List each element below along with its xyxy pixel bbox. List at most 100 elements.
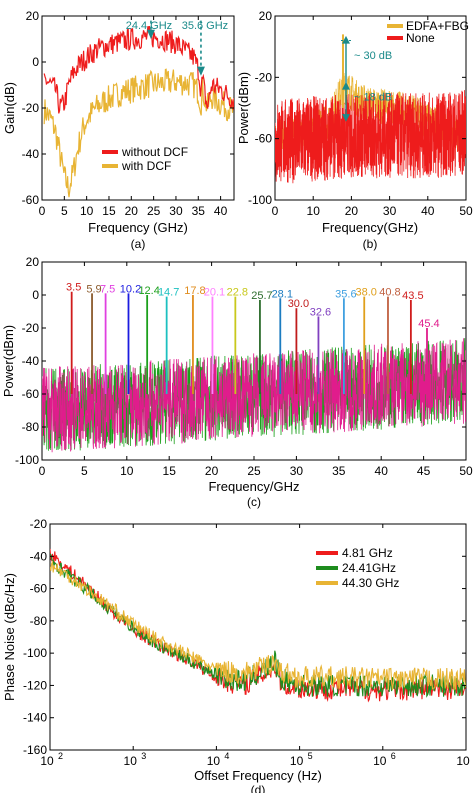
x-tick-label: 25 xyxy=(247,464,261,478)
x-tick-exponent: 6 xyxy=(391,751,396,761)
annotation-18db-arrow xyxy=(341,114,350,122)
y-tick-label: -120 xyxy=(23,678,47,692)
y-axis-label-c: Power(dBm) xyxy=(1,325,16,397)
x-tick-label: 0 xyxy=(39,464,46,478)
x-tick-label: 15 xyxy=(163,464,177,478)
peak-label: 40.8 xyxy=(379,287,400,299)
peak-label: 32.6 xyxy=(310,306,331,318)
x-tick-exponent: 3 xyxy=(141,751,146,761)
x-tick-label: 10 xyxy=(207,754,221,768)
noise-floor-layer-1 xyxy=(42,338,466,453)
annotation-18db-arrow-top xyxy=(341,81,350,90)
annotation-label-0: 24.4 GHz xyxy=(126,20,172,32)
panel-label-a: (a) xyxy=(131,237,146,251)
legend-label: 24.41GHz xyxy=(342,561,396,575)
y-tick-label: -160 xyxy=(23,743,47,757)
x-axis-label-c: Frequency/GHz xyxy=(208,479,299,494)
series-line-4.81-ghz xyxy=(50,548,466,703)
y-tick-label: -60 xyxy=(22,387,40,401)
peak-label: 3.5 xyxy=(66,282,81,294)
y-tick-label: -60 xyxy=(30,582,48,596)
x-tick-label: 20 xyxy=(345,204,359,218)
y-axis-label-a: Gain(dB) xyxy=(2,82,17,134)
y-tick-label: -140 xyxy=(23,711,47,725)
x-tick-label: 20 xyxy=(125,204,139,218)
peak-label: 30.0 xyxy=(288,298,309,310)
peak-label: 20.1 xyxy=(204,287,225,299)
y-axis-label-d: Phase Noise (dBc/Hz) xyxy=(2,573,17,701)
x-tick-label: 10 xyxy=(120,464,134,478)
y-tick-label: 20 xyxy=(26,9,40,23)
x-tick-label: 0 xyxy=(272,204,279,218)
x-tick-label: 10 xyxy=(373,754,387,768)
panel-label-b: (b) xyxy=(363,237,378,251)
legend-label: None xyxy=(406,31,435,45)
y-tick-label: -60 xyxy=(255,132,273,146)
series-group-d xyxy=(50,548,466,703)
x-tick-label: 10 xyxy=(40,754,54,768)
series-line-with-dcf xyxy=(43,68,234,198)
x-tick-label: 10 xyxy=(307,204,321,218)
x-tick-label: 35 xyxy=(192,204,206,218)
y-tick-label: -40 xyxy=(22,147,40,161)
series-group-c xyxy=(42,291,466,453)
x-tick-label: 0 xyxy=(39,204,46,218)
y-tick-label: -80 xyxy=(22,420,40,434)
x-tick-label: 25 xyxy=(147,204,161,218)
y-tick-label: -20 xyxy=(22,101,40,115)
y-tick-label: 0 xyxy=(32,288,39,302)
annotation-arrow-1 xyxy=(196,66,205,76)
peak-label: 28.1 xyxy=(272,288,293,300)
x-tick-label: 10 xyxy=(290,754,304,768)
x-tick-label: 10 xyxy=(456,754,470,768)
legend-label: with DCF xyxy=(121,159,171,173)
y-tick-label: 0 xyxy=(32,55,39,69)
x-tick-label: 50 xyxy=(459,204,473,218)
legend-label: without DCF xyxy=(121,145,188,159)
x-axis-label-b: Frequency(GHz) xyxy=(322,220,418,235)
x-tick-label: 5 xyxy=(81,464,88,478)
x-tick-exponent: 4 xyxy=(224,751,229,761)
x-tick-label: 10 xyxy=(80,204,94,218)
peak-label: 43.5 xyxy=(402,290,423,302)
annotation-label-30db: ~ 30 dB xyxy=(354,50,392,62)
peak-label: 25.7 xyxy=(251,290,272,302)
legend-label: 4.81 GHz xyxy=(342,546,393,560)
annotation-30db-arrow xyxy=(341,35,350,44)
x-tick-label: 10 xyxy=(124,754,138,768)
x-tick-label: 15 xyxy=(102,204,116,218)
x-tick-label: 30 xyxy=(290,464,304,478)
y-tick-label: -20 xyxy=(22,321,40,335)
series-line-44.30-ghz xyxy=(50,560,466,691)
x-tick-label: 30 xyxy=(169,204,183,218)
y-tick-label: -100 xyxy=(248,193,272,207)
peak-label: 14.7 xyxy=(158,287,179,299)
annotation-label-18db: ~ 18 dB xyxy=(354,91,392,103)
y-tick-label: -20 xyxy=(30,517,48,531)
y-axis-label-b: Power(dBm) xyxy=(236,72,251,144)
panel-label-d: (d) xyxy=(251,783,266,793)
peak-label: 22.8 xyxy=(227,287,248,299)
x-tick-exponent: 2 xyxy=(58,751,63,761)
x-axis-label-d: Offset Frequency (Hz) xyxy=(194,768,322,783)
peak-label: 7.5 xyxy=(100,283,115,295)
peak-label: 12.4 xyxy=(138,285,159,297)
peak-label: 45.4 xyxy=(418,318,439,330)
y-tick-label: 20 xyxy=(259,9,273,23)
x-tick-label: 5 xyxy=(61,204,68,218)
x-tick-label: 35 xyxy=(332,464,346,478)
x-tick-label: 30 xyxy=(383,204,397,218)
peak-label: 5.9 xyxy=(86,283,101,295)
x-tick-label: 20 xyxy=(205,464,219,478)
x-tick-label: 40 xyxy=(214,204,228,218)
plot-area-d xyxy=(49,523,467,751)
series-line-none xyxy=(275,90,466,184)
y-tick-label: 20 xyxy=(26,255,40,269)
x-tick-label: 40 xyxy=(421,204,435,218)
y-tick-label: -80 xyxy=(30,614,48,628)
annotation-label-1: 35.6 GHz xyxy=(182,20,228,32)
